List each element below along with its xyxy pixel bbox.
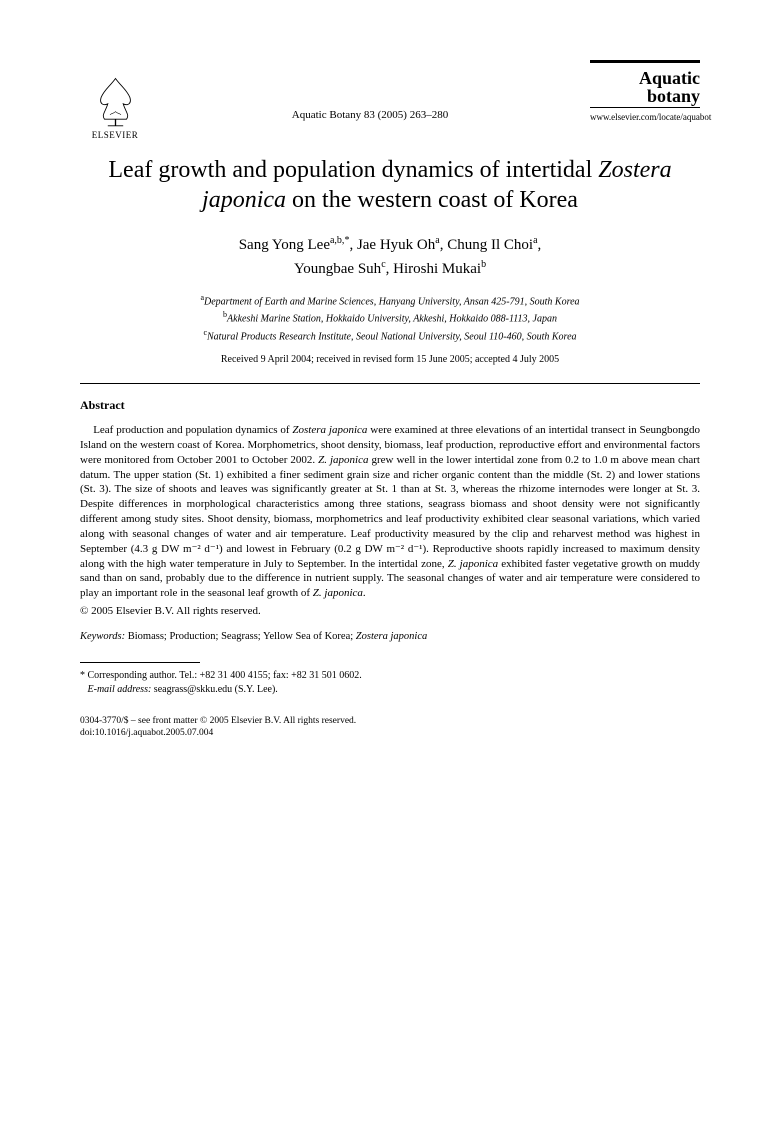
corr-email-label: E-mail address: <box>88 684 152 695</box>
footnote-rule <box>80 662 200 663</box>
keywords: Keywords: Biomass; Production; Seagrass;… <box>80 631 700 642</box>
corr-text: Corresponding author. Tel.: +82 31 400 4… <box>85 670 362 681</box>
author-2-affil: a <box>435 235 439 246</box>
author-5-affil: b <box>481 259 486 270</box>
article-title: Leaf growth and population dynamics of i… <box>80 155 700 215</box>
abstract-heading: Abstract <box>80 398 700 413</box>
rule-above-abstract <box>80 383 700 384</box>
author-4: Youngbae Suh <box>294 261 381 277</box>
title-post: on the western coast of Korea <box>286 187 578 213</box>
author-2: Jae Hyuk Oh <box>357 237 435 253</box>
corr-email: seagrass@skku.edu (S.Y. Lee). <box>151 684 278 695</box>
journal-url: www.elsevier.com/locate/aquabot <box>590 112 700 122</box>
keywords-text: Biomass; Production; Seagrass; Yellow Se… <box>125 631 356 642</box>
corresponding-footnote: * Corresponding author. Tel.: +82 31 400… <box>80 669 700 697</box>
elsevier-tree-icon <box>88 73 143 128</box>
author-1: Sang Yong Lee <box>239 237 330 253</box>
author-5: Hiroshi Mukai <box>393 261 481 277</box>
corresponding-mark: * <box>344 235 349 246</box>
author-1-affil: a,b, <box>330 235 344 246</box>
author-3-affil: a <box>533 235 537 246</box>
footer-line2: doi:10.1016/j.aquabot.2005.07.004 <box>80 727 700 739</box>
affil-a: Department of Earth and Marine Sciences,… <box>204 296 580 307</box>
keywords-species: Zostera japonica <box>356 631 427 642</box>
author-list: Sang Yong Leea,b,*, Jae Hyuk Oha, Chung … <box>80 233 700 280</box>
abs-sp1: Zostera japonica <box>292 424 367 436</box>
abs-2: grew well in the lower intertidal zone f… <box>80 454 700 570</box>
abs-sp2: Z. japonica <box>318 454 368 466</box>
abs-sp3: Z. japonica <box>448 558 498 570</box>
publisher-name: ELSEVIER <box>92 130 139 140</box>
abstract-body: Leaf production and population dynamics … <box>80 423 700 601</box>
journal-title-line1: Aquatic <box>590 69 700 87</box>
publisher-logo: ELSEVIER <box>80 60 150 140</box>
footer-line1: 0304-3770/$ – see front matter © 2005 El… <box>80 715 700 727</box>
journal-title: Aquatic botany <box>590 60 700 108</box>
page-header: ELSEVIER Aquatic Botany 83 (2005) 263–28… <box>80 60 700 140</box>
title-pre: Leaf growth and population dynamics of i… <box>108 157 598 183</box>
affil-c: Natural Products Research Institute, Seo… <box>207 331 577 342</box>
abs-sp4: Z. japonica <box>313 587 363 599</box>
footer-block: 0304-3770/$ – see front matter © 2005 El… <box>80 715 700 740</box>
author-3: Chung Il Choi <box>447 237 533 253</box>
journal-title-line2: botany <box>590 87 700 105</box>
journal-reference: Aquatic Botany 83 (2005) 263–280 <box>292 109 448 121</box>
abstract-copyright: © 2005 Elsevier B.V. All rights reserved… <box>80 605 700 617</box>
affil-b: Akkeshi Marine Station, Hokkaido Univers… <box>227 314 557 325</box>
keywords-label: Keywords: <box>80 631 125 642</box>
affiliations: aDepartment of Earth and Marine Sciences… <box>80 292 700 344</box>
article-dates: Received 9 April 2004; received in revis… <box>80 354 700 365</box>
abs-end: . <box>363 587 366 599</box>
journal-title-box: Aquatic botany www.elsevier.com/locate/a… <box>590 60 700 122</box>
author-4-affil: c <box>381 259 385 270</box>
abs-pre: Leaf production and population dynamics … <box>93 424 292 436</box>
